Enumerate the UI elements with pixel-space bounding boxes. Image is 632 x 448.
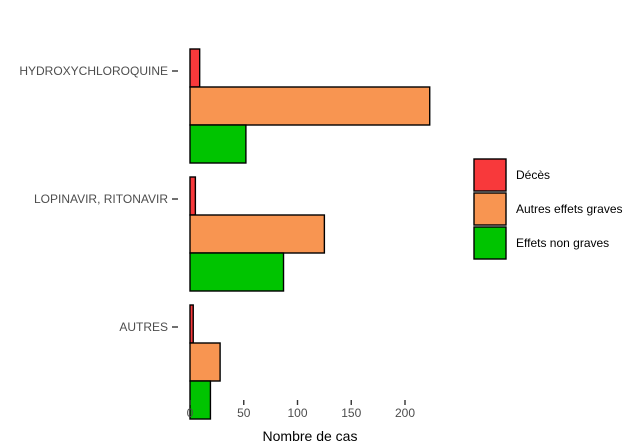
legend-key-deces <box>473 158 507 192</box>
category-axis: HYDROXYCHLOROQUINE LOPINAVIR, RITONAVIR AU… <box>19 64 178 334</box>
bar-hydroxychloroquine-effets-non-graves <box>189 124 247 164</box>
x-tick-label: 200 <box>395 406 415 420</box>
legend-key-effets-non-graves <box>473 226 507 260</box>
x-axis-title: Nombre de cas <box>263 428 358 444</box>
bar-lopinavir-ritonavir-deces <box>189 176 197 216</box>
bar-hydroxychloroquine-autres-effets-graves <box>189 86 431 126</box>
legend-key-autres-effets-graves <box>473 192 507 226</box>
x-tick-label: 150 <box>341 406 361 420</box>
bar-lopinavir-ritonavir-autres-effets-graves <box>189 214 326 254</box>
bar-autres-autres-effets-graves <box>189 342 221 382</box>
legend-label-effets-non-graves: Effets non graves <box>516 236 609 250</box>
legend: Décès Autres effets graves Effets non grav… <box>473 158 623 260</box>
bar-hydroxychloroquine-deces <box>189 48 201 88</box>
bars <box>189 48 431 420</box>
x-tick-label: 0 <box>187 406 194 420</box>
x-tick-label: 100 <box>287 406 307 420</box>
x-tick-label: 50 <box>237 406 251 420</box>
x-axis: 0 50 100 150 200 <box>187 400 415 420</box>
bar-lopinavir-ritonavir-effets-non-graves <box>189 252 285 292</box>
category-label-lopinavir-ritonavir: LOPINAVIR, RITONAVIR <box>34 192 168 206</box>
bar-autres-deces <box>189 304 194 344</box>
category-label-autres: AUTRES <box>119 320 168 334</box>
legend-label-autres-effets-graves: Autres effets graves <box>516 202 623 216</box>
category-label-hydroxychloroquine: HYDROXYCHLOROQUINE <box>19 64 168 78</box>
legend-label-deces: Décès <box>516 168 550 182</box>
